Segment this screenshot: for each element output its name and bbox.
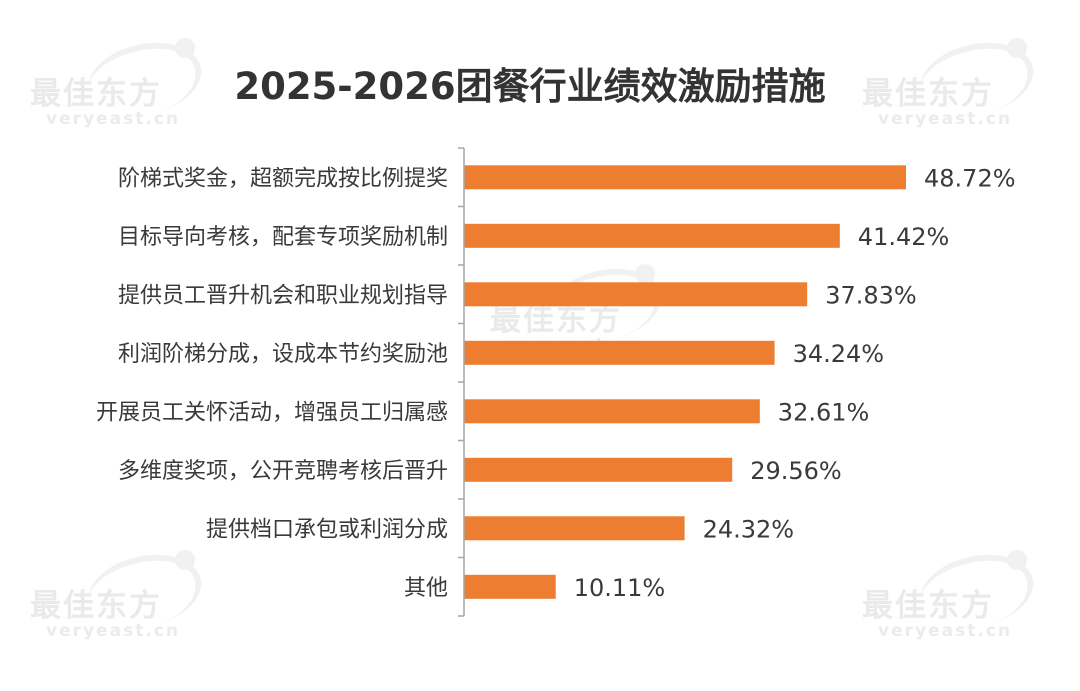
category-label: 利润阶梯分成，设成本节约奖励池 xyxy=(118,342,448,367)
bar-1 xyxy=(464,165,906,190)
value-label: 10.11% xyxy=(574,574,666,602)
category-label: 其他 xyxy=(404,576,448,601)
bar-3 xyxy=(464,282,808,307)
bar-5 xyxy=(464,399,760,424)
category-label: 阶梯式奖金，超额完成按比例提奖 xyxy=(118,166,448,191)
category-label: 开展员工关怀活动，增强员工归属感 xyxy=(96,400,448,425)
bar-6 xyxy=(464,457,733,482)
value-label: 29.56% xyxy=(750,457,842,485)
bar-2 xyxy=(464,223,840,248)
value-label: 24.32% xyxy=(703,515,795,543)
bar-8 xyxy=(464,574,556,599)
category-label: 多维度奖项，公开竞聘考核后晋升 xyxy=(118,459,448,484)
category-label: 目标导向考核，配套专项奖励机制 xyxy=(118,225,448,250)
category-label: 提供员工晋升机会和职业规划指导 xyxy=(118,283,448,308)
bar-4 xyxy=(464,340,775,365)
value-label: 41.42% xyxy=(858,223,950,251)
bar-7 xyxy=(464,516,685,541)
value-label: 34.24% xyxy=(793,340,885,368)
category-label: 提供档口承包或利润分成 xyxy=(206,517,448,542)
value-label: 37.83% xyxy=(825,281,917,309)
value-label: 32.61% xyxy=(778,398,870,426)
chart-title: 2025-2026团餐行业绩效激励措施 xyxy=(234,65,826,108)
value-label: 48.72% xyxy=(924,164,1016,192)
